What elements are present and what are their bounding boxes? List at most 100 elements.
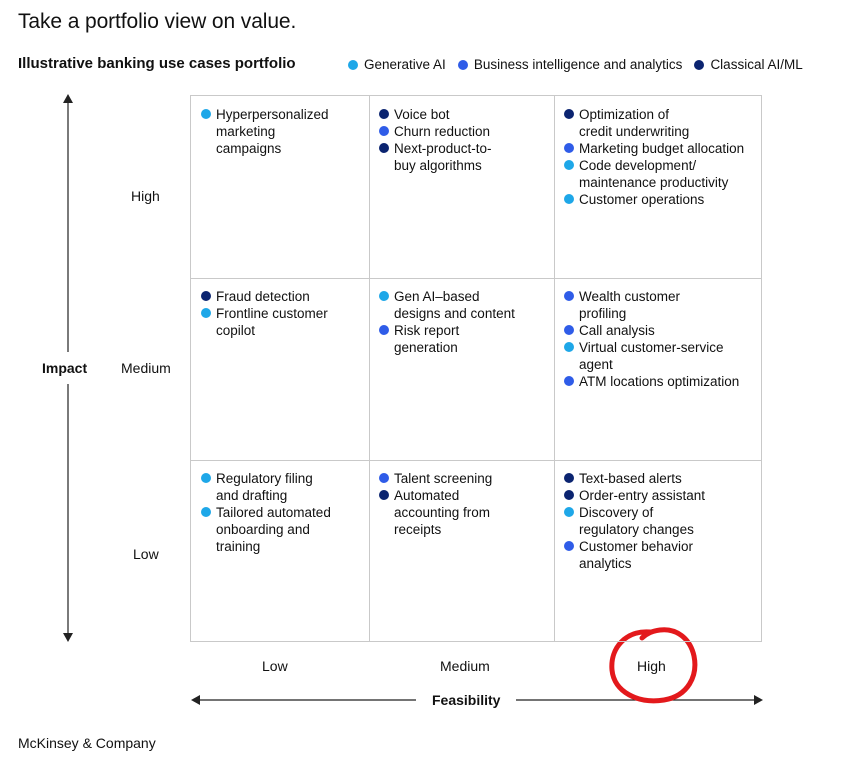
arrow-left-icon (191, 695, 200, 705)
use-case-label: Optimization of credit underwriting (579, 107, 690, 139)
legend-item-generative-ai: Generative AI (348, 57, 446, 72)
portfolio-matrix: Hyperpersonalized marketing campaigns Vo… (190, 95, 762, 642)
category-dot-icon (379, 126, 389, 136)
use-case-label: Risk report generation (394, 323, 460, 355)
use-case-item: Optimization of credit underwriting (564, 106, 754, 140)
use-case-label: Churn reduction (394, 124, 491, 139)
use-case-label: Customer behavior analytics (579, 539, 694, 571)
cell-medium-impact-medium-feasibility: Gen AI–based designs and content Risk rep… (369, 278, 554, 460)
category-dot-icon (379, 291, 389, 301)
y-tick-low: Low (133, 546, 159, 562)
use-case-label: Gen AI–based designs and content (394, 289, 515, 321)
use-case-item: Tailored automated onboarding and traini… (201, 504, 361, 555)
use-case-item: Talent screening (379, 470, 546, 487)
category-dot-icon (564, 541, 574, 551)
use-case-item: Customer behavior analytics (564, 538, 754, 572)
arrow-right-icon (754, 695, 763, 705)
grid-divider (191, 460, 761, 461)
use-case-item: ATM locations optimization (564, 373, 754, 390)
category-dot-icon (201, 308, 211, 318)
use-case-item: Automated accounting from receipts (379, 487, 546, 538)
chart-subtitle: Illustrative banking use cases portfolio (18, 55, 296, 72)
use-case-item: Hyperpersonalized marketing campaigns (201, 106, 361, 157)
use-case-label: Discovery of regulatory changes (579, 505, 694, 537)
category-dot-icon (379, 325, 389, 335)
y-tick-medium: Medium (121, 360, 171, 376)
category-dot-icon (564, 376, 574, 386)
use-case-item: Voice bot (379, 106, 546, 123)
category-dot-icon (564, 160, 574, 170)
use-case-label: Code development/ maintenance productivi… (579, 158, 729, 190)
use-case-label: Hyperpersonalized marketing campaigns (216, 107, 329, 156)
use-case-item: Discovery of regulatory changes (564, 504, 754, 538)
use-case-label: Tailored automated onboarding and traini… (216, 505, 331, 554)
y-tick-high: High (131, 188, 160, 204)
y-axis-title: Impact (42, 360, 88, 376)
use-case-label: Virtual customer-service agent (579, 340, 724, 372)
arrow-up-icon (63, 94, 73, 103)
footer-brand: McKinsey & Company (18, 735, 156, 751)
category-dot-icon (379, 490, 389, 500)
use-case-item: Risk report generation (379, 322, 546, 356)
use-case-label: Call analysis (579, 323, 655, 338)
red-circle-annotation (609, 627, 698, 704)
use-case-label: Talent screening (394, 471, 493, 486)
category-dot-icon (201, 109, 211, 119)
cell-medium-impact-high-feasibility: Wealth customer profiling Call analysis Vi… (554, 278, 762, 460)
use-case-label: Customer operations (579, 192, 705, 207)
use-case-label: Text-based alerts (579, 471, 682, 486)
use-case-item: Code development/ maintenance productivi… (564, 157, 754, 191)
category-dot-icon (379, 143, 389, 153)
cell-medium-impact-low-feasibility: Fraud detection Frontline customer copilo… (191, 278, 369, 460)
x-axis-title: Feasibility (432, 692, 501, 708)
cell-high-impact-low-feasibility: Hyperpersonalized marketing campaigns (191, 96, 369, 278)
category-dot-icon (564, 194, 574, 204)
category-dot-icon (379, 109, 389, 119)
grid-divider (369, 96, 370, 641)
use-case-item: Call analysis (564, 322, 754, 339)
cell-high-impact-medium-feasibility: Voice bot Churn reduction Next-product-to-… (369, 96, 554, 278)
use-case-item: Gen AI–based designs and content (379, 288, 546, 322)
page-title: Take a portfolio view on value. (18, 10, 297, 33)
x-tick-high: High (637, 658, 666, 674)
use-case-item: Virtual customer-service agent (564, 339, 754, 373)
use-case-item: Wealth customer profiling (564, 288, 754, 322)
use-case-label: Next-product-to- buy algorithms (394, 141, 492, 173)
category-dot-icon (564, 342, 574, 352)
use-case-item: Fraud detection (201, 288, 361, 305)
x-tick-low: Low (262, 658, 288, 674)
use-case-item: Frontline customer copilot (201, 305, 361, 339)
legend-item-classical-ai: Classical AI/ML (694, 57, 803, 72)
use-case-item: Order-entry assistant (564, 487, 754, 504)
use-case-item: Marketing budget allocation (564, 140, 754, 157)
category-dot-icon (564, 325, 574, 335)
category-dot-icon (201, 507, 211, 517)
cell-low-impact-high-feasibility: Text-based alerts Order-entry assistant Di… (554, 460, 762, 642)
category-dot-icon (564, 109, 574, 119)
category-dot-icon (564, 507, 574, 517)
legend-label: Business intelligence and analytics (473, 57, 683, 72)
x-tick-medium: Medium (440, 658, 490, 674)
use-case-label: Order-entry assistant (579, 488, 706, 503)
use-case-item: Regulatory filing and drafting (201, 470, 361, 504)
category-dot-icon (564, 143, 574, 153)
use-case-label: Automated accounting from receipts (394, 488, 491, 537)
grid-divider (191, 278, 761, 279)
use-case-item: Text-based alerts (564, 470, 754, 487)
cell-low-impact-medium-feasibility: Talent screening Automated accounting fro… (369, 460, 554, 642)
legend-dot-icon (694, 59, 705, 70)
category-dot-icon (201, 291, 211, 301)
cell-high-impact-high-feasibility: Optimization of credit underwriting Marke… (554, 96, 762, 278)
use-case-label: Voice bot (394, 107, 450, 122)
category-dot-icon (201, 473, 211, 483)
use-case-label: Marketing budget allocation (579, 141, 745, 156)
legend-dot-icon (348, 59, 358, 70)
category-dot-icon (564, 473, 574, 483)
use-case-label: Frontline customer copilot (216, 306, 328, 338)
legend-item-business-intelligence: Business intelligence and analytics (457, 57, 683, 72)
use-case-item: Churn reduction (379, 123, 546, 140)
cell-low-impact-low-feasibility: Regulatory filing and drafting Tailored a… (191, 460, 369, 642)
legend-dot-icon (457, 59, 468, 70)
use-case-item: Next-product-to- buy algorithms (379, 140, 546, 174)
use-case-label: Fraud detection (216, 289, 310, 304)
